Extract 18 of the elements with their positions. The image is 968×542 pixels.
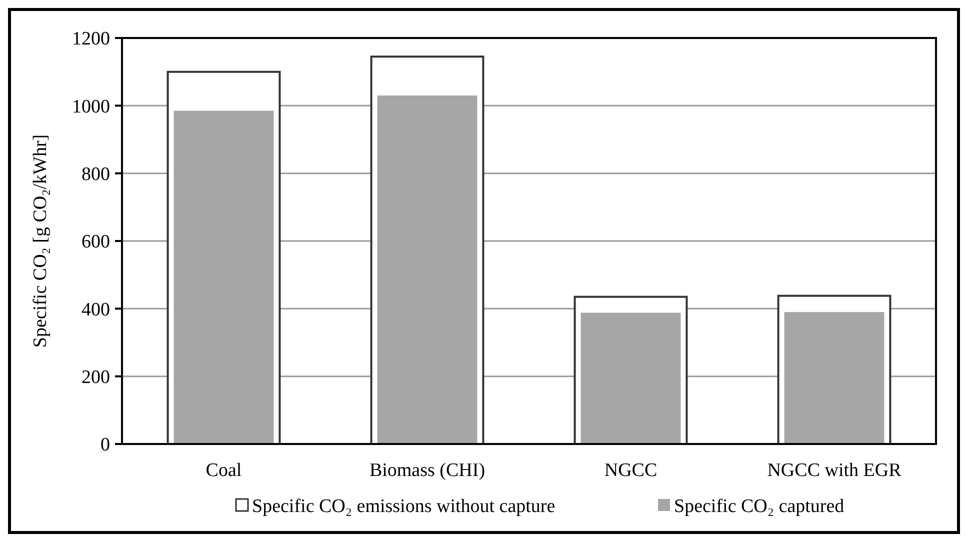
x-tick-label: Coal (206, 460, 242, 481)
y-tick-label: 200 (82, 366, 110, 388)
x-tick-label: NGCC (604, 460, 658, 481)
legend-label: Specific CO₂ emissions without capture (252, 496, 556, 517)
bar (580, 312, 681, 444)
y-tick-label: 400 (82, 299, 110, 320)
bar (174, 110, 274, 444)
y-tick-label: 1000 (72, 96, 110, 118)
y-tick-label: 800 (82, 164, 110, 185)
legend-label: Specific CO₂ captured (674, 496, 845, 517)
bar (377, 96, 478, 444)
y-axis-title: Specific CO₂ [g CO₂/kWhr] (30, 134, 51, 348)
x-tick-label: NGCC with EGR (767, 460, 902, 481)
x-tick-label: Biomass (CHI) (369, 460, 486, 481)
y-tick-label: 1200 (72, 28, 110, 50)
y-tick-label: 600 (82, 232, 110, 253)
y-tick-label: 0 (100, 434, 110, 456)
bar (784, 312, 884, 444)
